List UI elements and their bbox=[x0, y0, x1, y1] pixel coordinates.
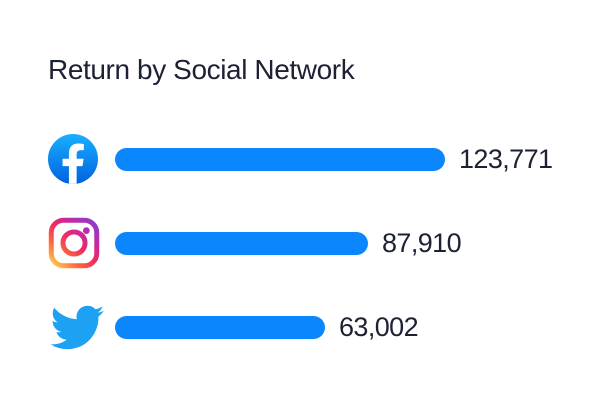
instagram-row: 87,910 bbox=[48, 217, 602, 269]
chart-title: Return by Social Network bbox=[48, 54, 355, 85]
twitter-row: 63,002 bbox=[48, 301, 602, 353]
bar-rows: 123,771 bbox=[48, 133, 602, 353]
instagram-value: 87,910 bbox=[382, 227, 462, 258]
facebook-value: 123,771 bbox=[459, 143, 553, 174]
instagram-icon bbox=[48, 217, 115, 269]
twitter-value: 63,002 bbox=[339, 311, 419, 342]
twitter-icon bbox=[48, 304, 115, 351]
return-by-social-network-chart: Return by Social Network bbox=[48, 54, 602, 353]
instagram-bar bbox=[115, 231, 368, 255]
facebook-bar bbox=[115, 147, 445, 171]
twitter-bar bbox=[115, 315, 325, 339]
facebook-row: 123,771 bbox=[48, 133, 602, 185]
facebook-icon bbox=[48, 134, 115, 185]
